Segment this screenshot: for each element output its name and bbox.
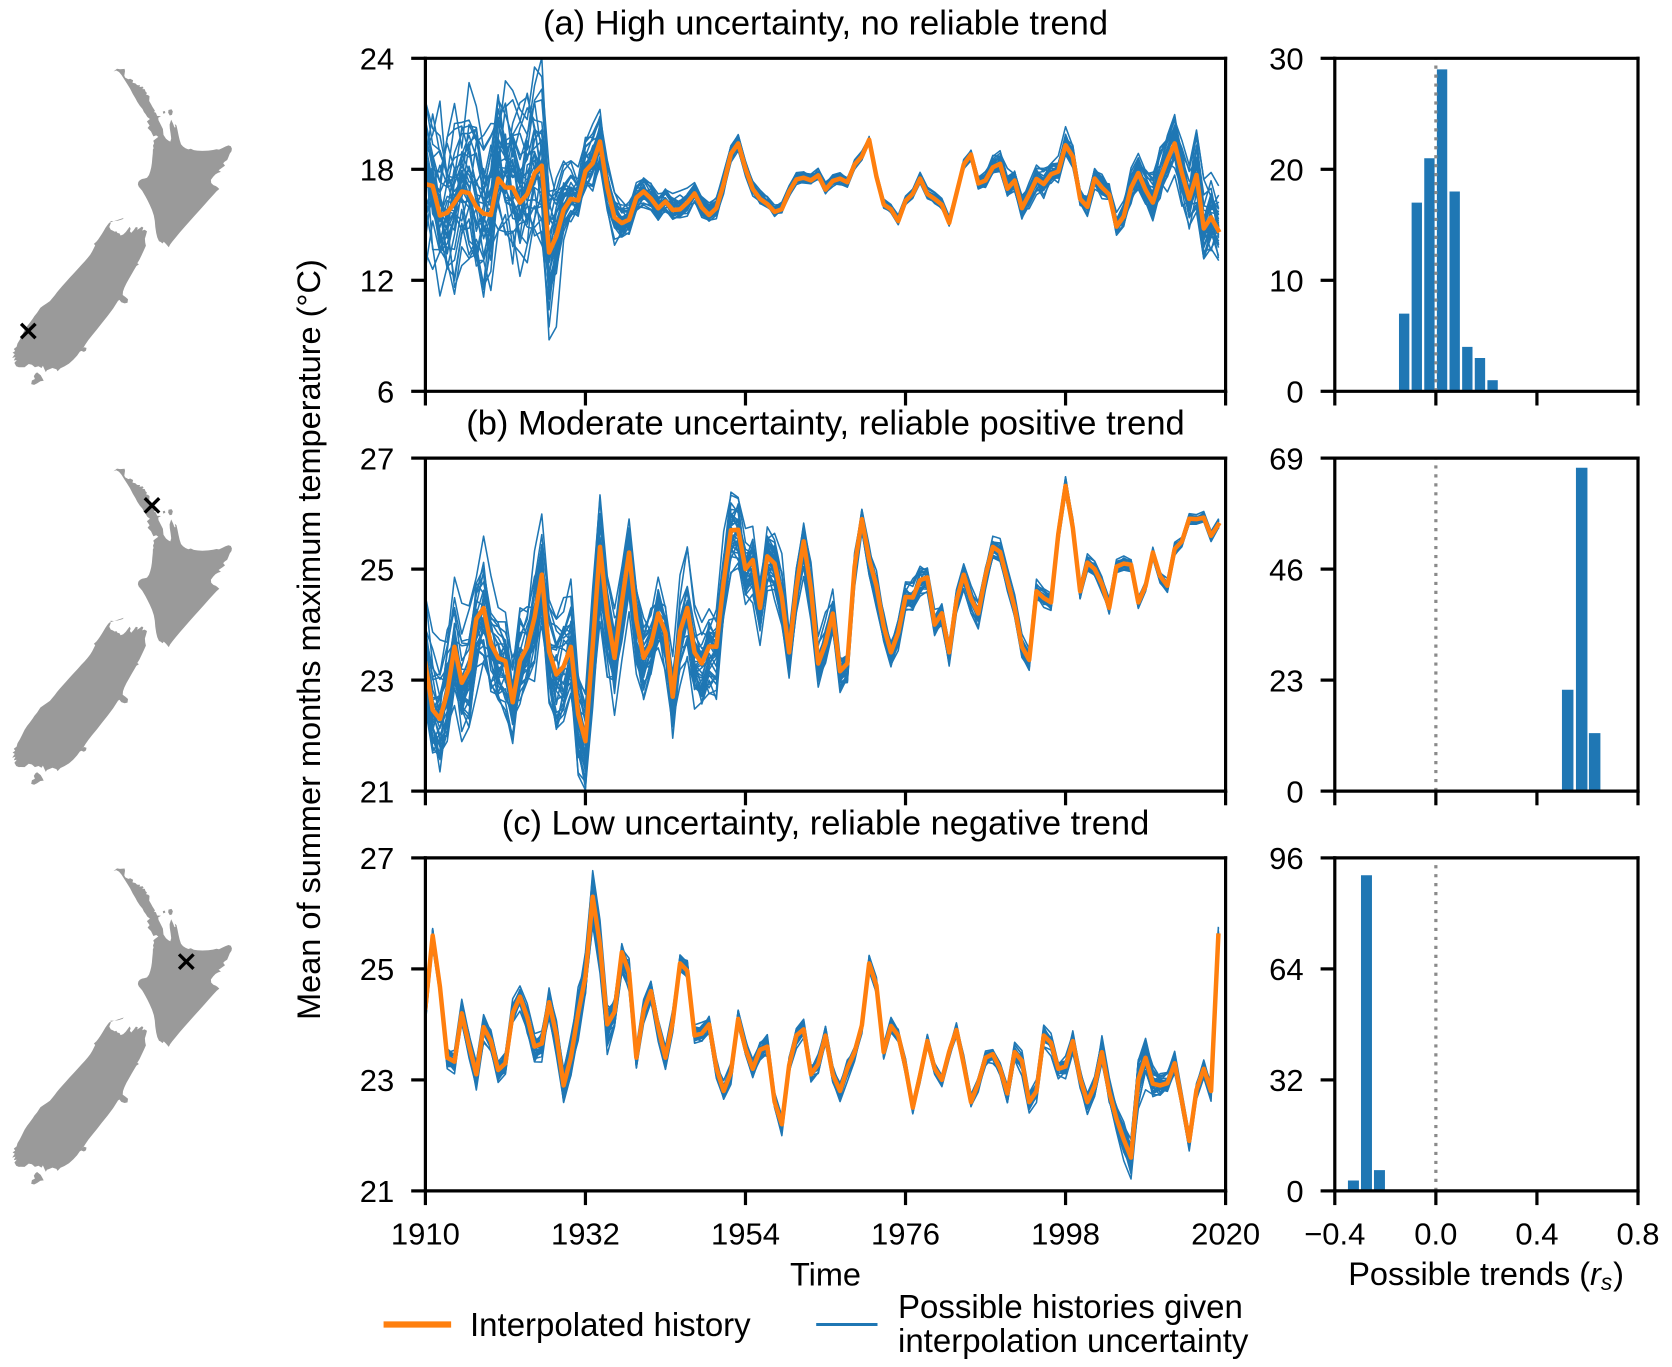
svg-text:(a) High uncertainty, no relia: (a) High uncertainty, no reliable trend bbox=[543, 5, 1108, 43]
svg-text:0.0: 0.0 bbox=[1414, 1217, 1457, 1252]
svg-text:−0.4: −0.4 bbox=[1304, 1217, 1365, 1252]
svg-text:Mean of summer months maximum: Mean of summer months maximum temperatur… bbox=[291, 259, 327, 1020]
svg-text:23: 23 bbox=[360, 1063, 394, 1098]
svg-text:32: 32 bbox=[1269, 1063, 1303, 1098]
svg-text:23: 23 bbox=[360, 663, 394, 698]
svg-text:1976: 1976 bbox=[871, 1217, 940, 1252]
svg-text:25: 25 bbox=[360, 952, 394, 987]
svg-text:1998: 1998 bbox=[1031, 1217, 1100, 1252]
svg-text:21: 21 bbox=[360, 774, 394, 809]
svg-text:24: 24 bbox=[360, 42, 394, 77]
svg-text:1910: 1910 bbox=[391, 1217, 460, 1252]
svg-text:64: 64 bbox=[1269, 952, 1303, 987]
svg-text:46: 46 bbox=[1269, 552, 1303, 587]
svg-text:27: 27 bbox=[360, 441, 394, 476]
svg-text:Possible histories given: Possible histories given bbox=[898, 1288, 1243, 1325]
svg-text:2020: 2020 bbox=[1191, 1217, 1260, 1252]
svg-text:0.8: 0.8 bbox=[1616, 1217, 1659, 1252]
svg-text:(b) Moderate uncertainty, reli: (b) Moderate uncertainty, reliable posit… bbox=[466, 404, 1184, 442]
svg-text:1932: 1932 bbox=[551, 1217, 620, 1252]
svg-text:6: 6 bbox=[377, 375, 394, 410]
svg-text:0: 0 bbox=[1286, 1174, 1303, 1209]
svg-text:0.4: 0.4 bbox=[1515, 1217, 1558, 1252]
svg-text:30: 30 bbox=[1269, 42, 1303, 77]
svg-text:Interpolated history: Interpolated history bbox=[470, 1306, 751, 1343]
svg-text:Time: Time bbox=[790, 1256, 861, 1292]
svg-text:23: 23 bbox=[1269, 663, 1303, 698]
svg-text:(c) Low uncertainty, reliable: (c) Low uncertainty, reliable negative t… bbox=[502, 804, 1150, 842]
svg-text:10: 10 bbox=[1269, 264, 1303, 299]
svg-text:P o s s i: P o s s i b l e t r e n d s ( ) r s bbox=[1348, 1256, 1629, 1295]
svg-text:21: 21 bbox=[360, 1174, 394, 1209]
svg-text:18: 18 bbox=[360, 153, 394, 188]
svg-text:25: 25 bbox=[360, 552, 394, 587]
svg-text:12: 12 bbox=[360, 264, 394, 299]
svg-text:interpolation uncertainty: interpolation uncertainty bbox=[898, 1322, 1249, 1359]
svg-text:1954: 1954 bbox=[711, 1217, 780, 1252]
svg-text:0: 0 bbox=[1286, 774, 1303, 809]
svg-text:27: 27 bbox=[360, 841, 394, 876]
svg-text:69: 69 bbox=[1269, 441, 1303, 476]
svg-text:20: 20 bbox=[1269, 153, 1303, 188]
svg-text:96: 96 bbox=[1269, 841, 1303, 876]
svg-text:0: 0 bbox=[1286, 375, 1303, 410]
